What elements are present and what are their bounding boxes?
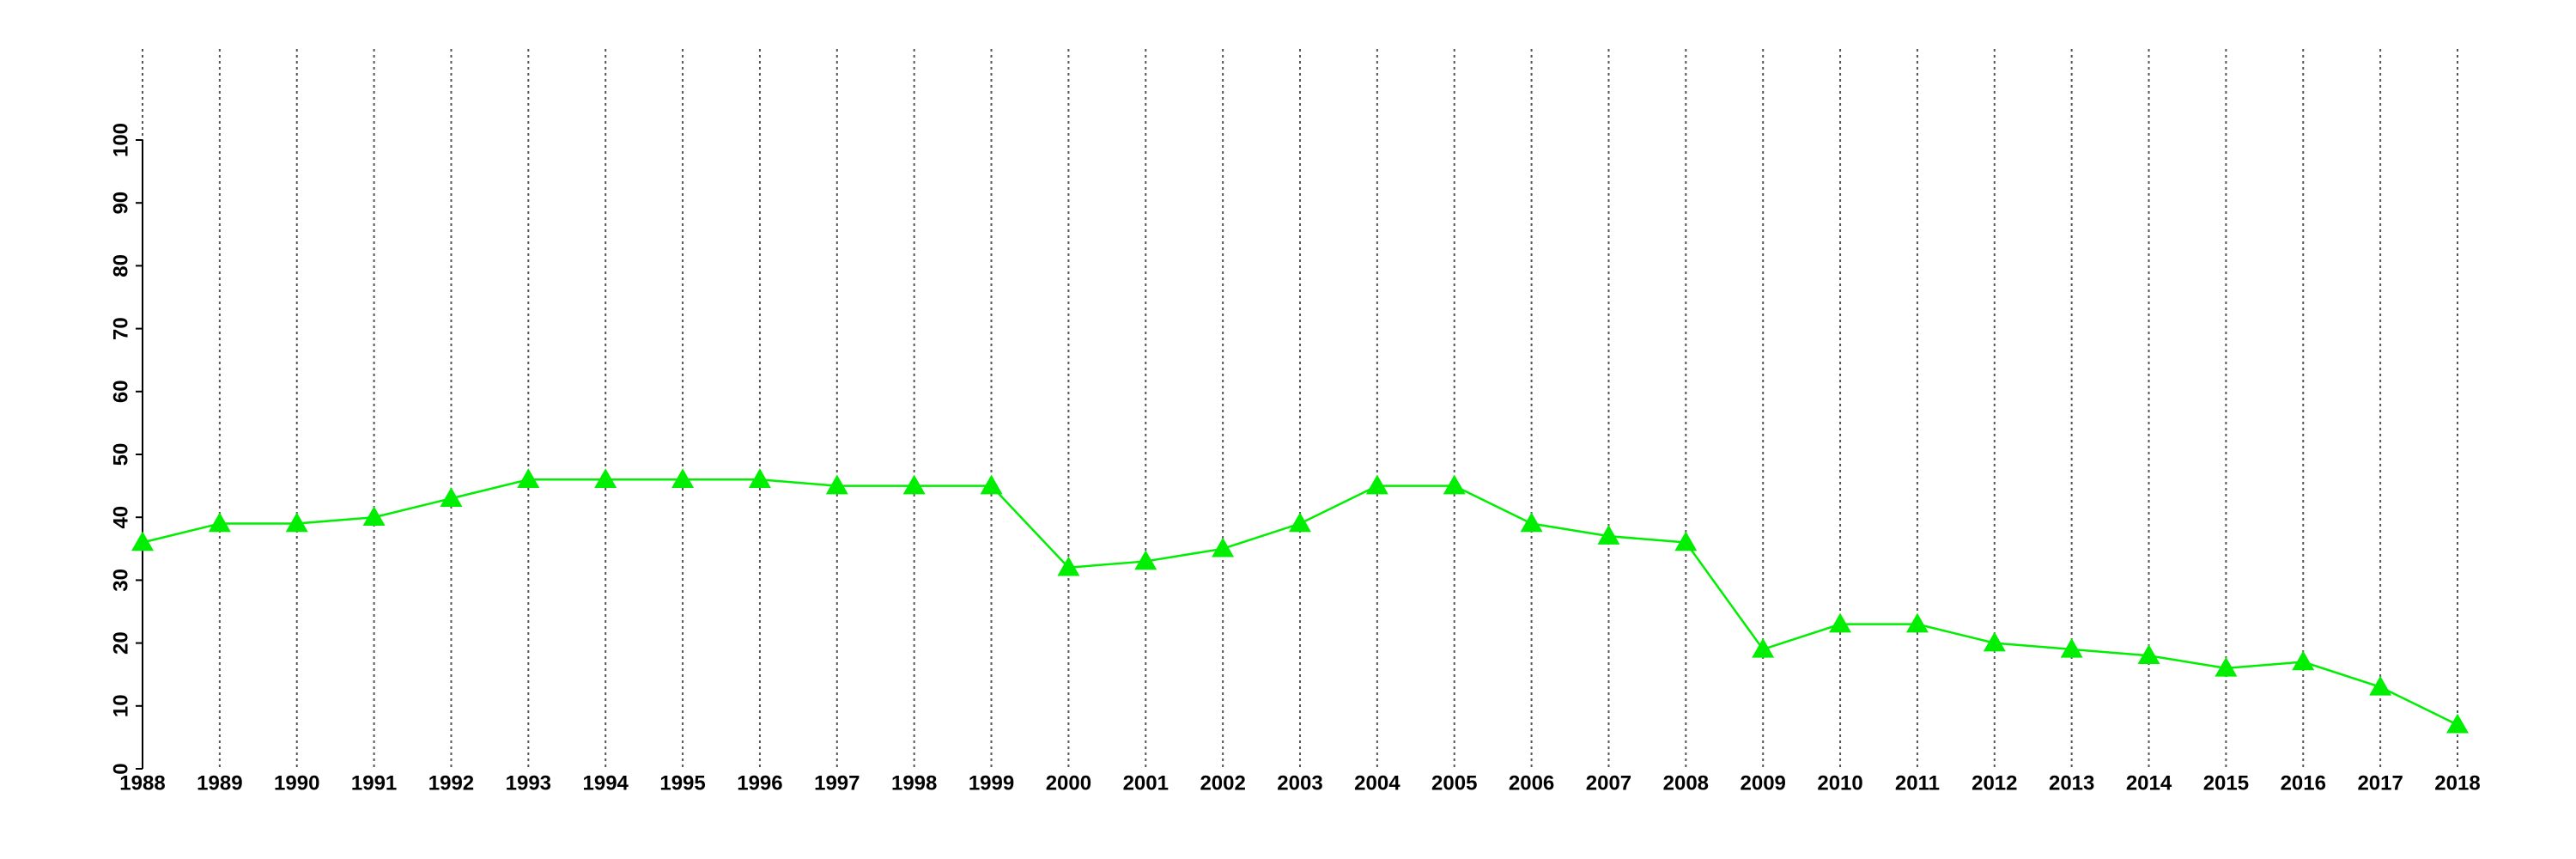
- x-tick-label: 1995: [659, 771, 705, 795]
- data-point: [671, 468, 695, 489]
- data-point: [1057, 556, 1080, 576]
- data-point: [285, 512, 308, 533]
- x-tick-label: 2013: [2049, 771, 2094, 795]
- data-point: [517, 468, 540, 489]
- data-point: [748, 468, 771, 489]
- x-tick-label: 2011: [1895, 771, 1940, 795]
- y-tick-label: 10: [109, 694, 132, 717]
- data-point: [2060, 637, 2083, 658]
- data-point: [1134, 550, 1157, 570]
- x-tick-label: 2015: [2203, 771, 2249, 795]
- y-tick-label: 0: [109, 763, 132, 774]
- x-tick-label: 1994: [583, 771, 629, 795]
- data-point: [2292, 650, 2315, 671]
- data-point: [594, 468, 617, 489]
- x-tick-label: 2012: [1971, 771, 2017, 795]
- x-tick-label: 2002: [1200, 771, 1245, 795]
- x-tick-label: 1998: [891, 771, 937, 795]
- x-tick-label: 2009: [1741, 771, 1786, 795]
- x-tick-label: 2000: [1046, 771, 1091, 795]
- y-tick-label: 20: [109, 631, 132, 655]
- y-tick-label: 50: [109, 443, 132, 466]
- y-tick-label: 100: [109, 123, 132, 157]
- data-point: [131, 531, 154, 551]
- data-point: [2215, 656, 2238, 677]
- x-tick-label: 2007: [1586, 771, 1631, 795]
- data-point: [1212, 537, 1235, 557]
- data-point: [2137, 644, 2160, 664]
- data-point: [440, 487, 463, 507]
- x-tick-label: 2017: [2357, 771, 2403, 795]
- x-tick-label: 1997: [814, 771, 860, 795]
- y-tick-label: 90: [109, 192, 132, 215]
- data-point: [825, 474, 848, 495]
- x-tick-label: 2008: [1663, 771, 1709, 795]
- data-point: [1365, 474, 1388, 495]
- x-tick-label: 2004: [1354, 771, 1400, 795]
- y-tick-label: 40: [109, 506, 132, 529]
- data-point: [1752, 637, 1775, 658]
- x-tick-label: 1988: [119, 771, 165, 795]
- x-tick-label: 2014: [2126, 771, 2172, 795]
- data-point: [1443, 474, 1466, 495]
- x-tick-label: 1992: [428, 771, 474, 795]
- x-tick-label: 1999: [969, 771, 1014, 795]
- x-tick-label: 2005: [1431, 771, 1477, 795]
- x-tick-label: 1993: [506, 771, 551, 795]
- data-point: [1674, 531, 1698, 551]
- data-point: [1597, 525, 1620, 545]
- x-tick-label: 1989: [197, 771, 242, 795]
- data-point: [1520, 512, 1543, 533]
- x-tick-label: 2001: [1123, 771, 1169, 795]
- x-tick-label: 2010: [1817, 771, 1862, 795]
- y-tick-label: 30: [109, 569, 132, 592]
- x-tick-label: 2018: [2434, 771, 2480, 795]
- y-tick-label: 60: [109, 380, 132, 403]
- x-tick-label: 2003: [1277, 771, 1322, 795]
- data-point: [1983, 631, 2006, 652]
- data-point: [2369, 675, 2392, 696]
- x-tick-label: 1996: [737, 771, 782, 795]
- data-point: [1829, 612, 1852, 633]
- x-tick-label: 1990: [274, 771, 319, 795]
- x-tick-label: 2016: [2281, 771, 2326, 795]
- data-point: [980, 474, 1003, 495]
- x-tick-label: 1991: [351, 771, 397, 795]
- data-point: [362, 506, 386, 526]
- y-tick-label: 80: [109, 254, 132, 277]
- data-point: [2446, 713, 2469, 734]
- y-tick-label: 70: [109, 317, 132, 340]
- data-point: [208, 512, 231, 533]
- data-point: [1289, 512, 1311, 533]
- x-tick-label: 2006: [1509, 771, 1554, 795]
- data-point: [1905, 612, 1929, 633]
- data-point: [902, 474, 926, 495]
